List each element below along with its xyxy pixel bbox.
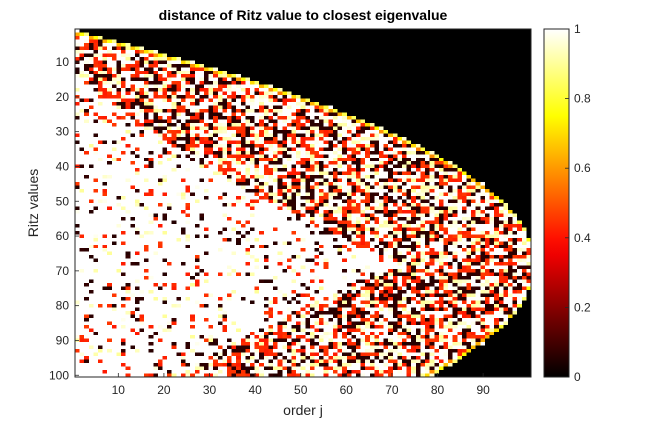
y-tick-label: 20: [56, 90, 70, 104]
colorbar-tick-label: 0.8: [574, 92, 591, 106]
colorbar-tick-label: 0.6: [574, 161, 591, 175]
x-tick-label: 50: [294, 383, 308, 397]
colorbar: 0 0.2 0.4 0.6 0.8 1: [543, 22, 591, 384]
x-axis-label: order j: [283, 402, 323, 418]
y-tick-label: 30: [56, 125, 70, 139]
colorbar-tick-label: 0: [574, 370, 581, 384]
x-tick-label: 60: [340, 383, 354, 397]
chart-title: distance of Ritz value to closest eigenv…: [159, 7, 448, 23]
colorbar-tick-label: 0.2: [574, 300, 591, 314]
x-tick-label: 10: [112, 383, 126, 397]
y-tick-label: 10: [56, 55, 70, 69]
colorbar-tick-label: 1: [574, 22, 581, 36]
heatmap-plot-area: [74, 28, 532, 378]
y-tick-label: 50: [56, 194, 70, 208]
heatmap-image: [75, 29, 531, 377]
y-tick-label: 90: [56, 333, 70, 347]
x-tick-label: 90: [476, 383, 490, 397]
y-tick-label: 100: [49, 368, 69, 382]
y-tick-label: 40: [56, 159, 70, 173]
y-tick-label: 70: [56, 264, 70, 278]
y-axis: 10 20 30 40 50 60 70 80 90 100: [49, 55, 79, 382]
x-tick-label: 20: [157, 383, 171, 397]
x-tick-label: 30: [203, 383, 217, 397]
plot-frame: [74, 28, 532, 378]
x-tick-label: 70: [385, 383, 399, 397]
y-tick-label: 80: [56, 299, 70, 313]
y-tick-label: 60: [56, 229, 70, 243]
x-tick-label: 80: [431, 383, 445, 397]
x-tick-label: 40: [248, 383, 262, 397]
colorbar-scale: [543, 28, 570, 378]
y-axis-label: Ritz values: [25, 169, 41, 237]
x-axis: 10 20 30 40 50 60 70 80 90: [112, 373, 490, 397]
colorbar-tick-label: 0.4: [574, 231, 591, 245]
